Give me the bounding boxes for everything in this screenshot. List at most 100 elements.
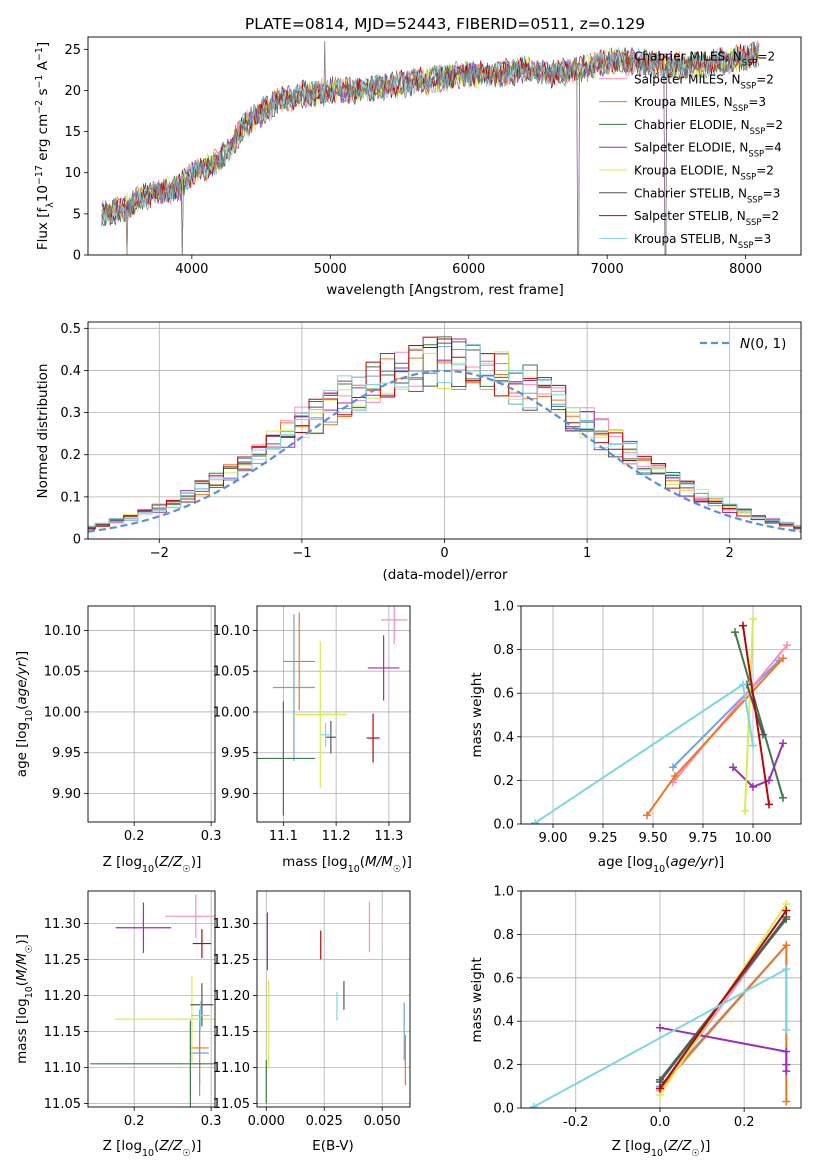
point-salpeter-elodie xyxy=(367,635,400,701)
axes-mass_vs_EBV: 0.000 0.025 0.050 11.05 11.10 11.15 11.20 11.25… xyxy=(213,890,411,1129)
series-salpeter-stelib xyxy=(739,621,773,809)
y-tick-label: 9.90 xyxy=(221,787,250,802)
weight-lines xyxy=(529,900,791,1108)
axes-weight_vs_Z: -0.2 0.0 0.2 0.0 0.2 0.4 0.6 0.8 1.0 xyxy=(493,885,802,1130)
x-axis-label: Z [log10(Z/Z☉)] xyxy=(612,1138,711,1159)
point-kroupa-miles xyxy=(283,612,316,711)
legend-entry: Kroupa MILES, NSSP=3 xyxy=(634,95,766,113)
legend-entry: Chabrier STELIB, NSSP=3 xyxy=(634,186,780,204)
x-tick-label: 0.2 xyxy=(124,1114,145,1129)
x-tick-label: 0.3 xyxy=(201,1114,222,1129)
legend-entry: Chabrier MILES, NSSP=2 xyxy=(634,50,775,68)
x-tick-label: −1 xyxy=(292,546,311,561)
weight-line xyxy=(742,625,770,805)
y-tick-label: 11.30 xyxy=(44,917,81,932)
x-tick-label: 8000 xyxy=(729,262,762,277)
point-chabrier-stelib xyxy=(325,720,337,754)
axes-weight_vs_age: 9.00 9.25 9.50 9.75 10.00 0.0 0.2 0.4 0.6 0.8 1.0 xyxy=(493,600,802,846)
y-tick-label: 5 xyxy=(73,207,81,222)
x-tick-label: 11.1 xyxy=(269,829,298,844)
axes-residual_histogram: −2 −1 0 1 2 0 0.1 0.2 0.3 0.4 0.5 xyxy=(60,321,802,561)
x-axis-label: (data-model)/error xyxy=(382,567,508,583)
y-tick-label: 11.05 xyxy=(44,1097,81,1112)
y-tick-label: 0 xyxy=(73,249,81,264)
y-tick-label: 11.20 xyxy=(213,989,250,1004)
y-tick-label: 0.3 xyxy=(60,406,81,421)
series-chabrier-elodie xyxy=(731,628,787,802)
weight-line xyxy=(659,909,788,1090)
x-axis-label: Z [log10(Z/Z☉)] xyxy=(103,854,202,875)
x-tick-label: 0.000 xyxy=(248,1114,285,1129)
legend-entry: Kroupa ELODIE, NSSP=2 xyxy=(634,164,774,182)
point-kroupa-stelib xyxy=(191,723,209,747)
y-tick-label: 11.20 xyxy=(44,989,81,1004)
y-tick-label: 0.2 xyxy=(493,774,514,789)
y-tick-label: 0.5 xyxy=(60,322,81,337)
figure-title: PLATE=0814, MJD=52443, FIBERID=0511, z=0… xyxy=(245,15,645,33)
x-tick-label: 9.25 xyxy=(589,831,618,846)
point-kroupa-miles xyxy=(190,604,208,718)
legend-entry: Kroupa STELIB, NSSP=3 xyxy=(634,232,771,250)
axes-frame xyxy=(256,605,411,823)
point-salpeter-miles xyxy=(164,894,215,938)
axes-spectrum: 4000 5000 6000 7000 8000 0 5 10 15 20 25 xyxy=(64,36,802,277)
error-bars xyxy=(265,901,406,1104)
weight-line xyxy=(534,682,754,824)
y-tick-label: 20 xyxy=(64,84,81,99)
axes-age_vs_Z: 0.2 0.3 9.90 9.95 10.00 10.05 10.10 xyxy=(44,604,221,844)
x-axis-label: E(B-V) xyxy=(312,1138,354,1154)
x-tick-label: 0.050 xyxy=(364,1114,401,1129)
y-tick-label: 0.6 xyxy=(493,687,514,702)
x-tick-label: 2 xyxy=(726,546,734,561)
y-tick-label: 10.05 xyxy=(44,665,81,680)
series-kroupa-miles xyxy=(655,941,791,1106)
point-salpeter-miles xyxy=(380,606,408,645)
weight-lines xyxy=(531,615,791,824)
y-tick-label: 15 xyxy=(64,125,81,140)
y-tick-label: 10.10 xyxy=(213,624,250,639)
x-axis-label: age [log10(age/yr)] xyxy=(598,854,724,875)
spectrum-salpeter-stelib xyxy=(101,43,760,225)
x-tick-label: 0 xyxy=(440,546,448,561)
point-chabrier-elodie xyxy=(257,701,316,816)
x-tick-label: 11.2 xyxy=(322,829,351,844)
y-tick-label: 0.2 xyxy=(493,1058,514,1073)
axes-frame xyxy=(87,36,802,256)
legend-entry: Salpeter STELIB, NSSP=2 xyxy=(634,209,779,227)
y-tick-label: 11.15 xyxy=(44,1025,81,1040)
y-axis-label: age [log10(age/yr)] xyxy=(14,651,35,777)
y-tick-label: 0.8 xyxy=(493,928,514,943)
weight-line xyxy=(672,644,788,784)
x-tick-label: 0.0 xyxy=(650,1115,671,1130)
point-salpeter-elodie xyxy=(115,902,172,953)
y-tick-label: 9.90 xyxy=(52,787,81,802)
histogram-kroupa-stelib xyxy=(88,343,801,527)
point-salpeter-elodie xyxy=(116,652,171,685)
legend-entry: N(0, 1) xyxy=(740,336,786,352)
y-tick-label: 9.95 xyxy=(52,746,81,761)
y-tick-label: 0.1 xyxy=(60,490,81,505)
error-bars xyxy=(90,894,215,1107)
x-tick-label: 7000 xyxy=(591,262,624,277)
x-tick-label: 1 xyxy=(583,546,591,561)
axes-frame xyxy=(520,890,802,1109)
y-tick-label: 10.00 xyxy=(44,705,81,720)
point-kroupa-elodie xyxy=(114,975,215,1063)
x-tick-label: 4000 xyxy=(175,262,208,277)
axes-frame xyxy=(256,890,411,1108)
legend-entry: Chabrier ELODIE, NSSP=2 xyxy=(634,118,783,136)
legend-entry: Salpeter ELODIE, NSSP=4 xyxy=(634,141,782,159)
y-tick-label: 11.30 xyxy=(213,917,250,932)
y-tick-label: 0.4 xyxy=(493,730,514,745)
point-salpeter-stelib xyxy=(366,713,380,763)
axes-frame xyxy=(87,321,802,540)
point-chabrier-miles xyxy=(272,614,316,761)
y-tick-label: 11.25 xyxy=(44,953,81,968)
series-kroupa-miles xyxy=(643,654,787,820)
y-tick-label: 10.00 xyxy=(213,705,250,720)
axes-frame xyxy=(520,605,802,825)
y-tick-label: 10.10 xyxy=(44,624,81,639)
series-kroupa-stelib xyxy=(531,680,757,824)
y-tick-label: 11.15 xyxy=(213,1025,250,1040)
point-chabrier-stelib xyxy=(190,725,213,749)
